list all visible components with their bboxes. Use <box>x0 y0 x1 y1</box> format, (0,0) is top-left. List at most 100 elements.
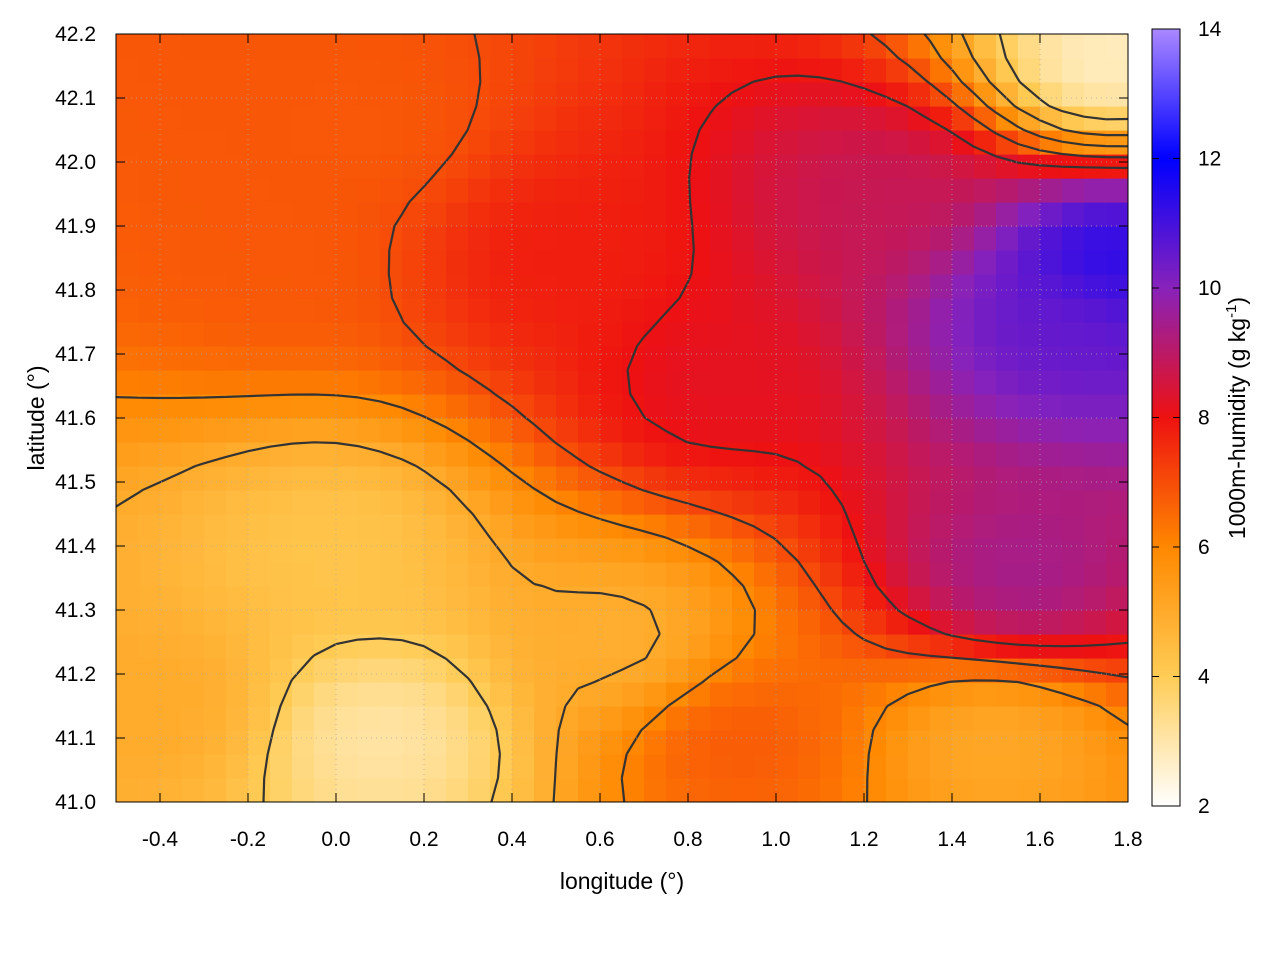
heatmap-cell <box>820 706 843 731</box>
heatmap-cell <box>556 202 579 227</box>
heatmap-cell <box>732 34 755 59</box>
heatmap-cell <box>996 634 1019 659</box>
heatmap-cell <box>644 538 667 563</box>
heatmap-cell <box>754 154 777 179</box>
heatmap-cell <box>1018 730 1041 755</box>
heatmap-cell <box>710 346 733 371</box>
heatmap-cell <box>930 730 953 755</box>
heatmap-cell <box>710 490 733 515</box>
heatmap-cell <box>864 346 887 371</box>
heatmap-cell <box>820 634 843 659</box>
heatmap-cell <box>600 778 623 802</box>
heatmap-cell <box>534 514 557 539</box>
heatmap-cell <box>688 682 711 707</box>
heatmap-cell <box>886 706 909 731</box>
heatmap-cell <box>864 586 887 611</box>
heatmap-cell <box>402 154 425 179</box>
heatmap-cell <box>402 34 425 59</box>
heatmap-cell <box>754 34 777 59</box>
heatmap-cell <box>248 58 271 83</box>
heatmap-cell <box>446 778 469 802</box>
heatmap-cell <box>908 322 931 347</box>
heatmap-cell <box>1062 106 1085 131</box>
heatmap-cell <box>292 682 315 707</box>
heatmap-cell <box>490 658 513 683</box>
heatmap-cell <box>336 322 359 347</box>
heatmap-cell <box>688 586 711 611</box>
heatmap-cell <box>468 562 491 587</box>
heatmap-cell <box>292 202 315 227</box>
heatmap-cell <box>116 466 139 491</box>
heatmap-cell <box>798 442 821 467</box>
y-tick-label: 41.8 <box>55 279 96 302</box>
heatmap-cell <box>138 298 161 323</box>
heatmap-cell <box>820 394 843 419</box>
heatmap-cell <box>336 106 359 131</box>
heatmap-cell <box>798 754 821 779</box>
heatmap-cell <box>424 274 447 299</box>
heatmap-cell <box>600 610 623 635</box>
heatmap-cell <box>996 418 1019 443</box>
heatmap-cell <box>754 490 777 515</box>
heatmap-cell <box>138 58 161 83</box>
heatmap-cell <box>358 466 381 491</box>
heatmap-cell <box>292 754 315 779</box>
heatmap-cell <box>754 394 777 419</box>
heatmap-cell <box>160 562 183 587</box>
heatmap-cell <box>182 106 205 131</box>
heatmap-cell <box>930 34 953 59</box>
heatmap-cell <box>358 562 381 587</box>
heatmap-cell <box>314 34 337 59</box>
heatmap-cell <box>952 178 975 203</box>
heatmap-cell <box>512 250 535 275</box>
heatmap-cell <box>446 154 469 179</box>
heatmap-cell <box>732 610 755 635</box>
heatmap-cell <box>930 154 953 179</box>
heatmap-cell <box>138 106 161 131</box>
heatmap-cell <box>204 418 227 443</box>
heatmap-cell <box>600 586 623 611</box>
contour-line <box>387 34 1128 679</box>
heatmap-cell <box>908 106 931 131</box>
heatmap-cell <box>270 682 293 707</box>
heatmap-cell <box>490 418 513 443</box>
heatmap-cell <box>380 562 403 587</box>
colorbar-tick-label: 12 <box>1198 148 1221 171</box>
heatmap-cell <box>556 658 579 683</box>
heatmap-cell <box>688 490 711 515</box>
heatmap-cell <box>556 34 579 59</box>
heatmap-cell <box>226 106 249 131</box>
heatmap-cell <box>1040 322 1063 347</box>
heatmap-cell <box>1062 34 1085 59</box>
heatmap-cell <box>666 226 689 251</box>
heatmap-cell <box>424 106 447 131</box>
heatmap-cell <box>1084 58 1107 83</box>
heatmap-cell <box>358 106 381 131</box>
heatmap-cell <box>820 730 843 755</box>
heatmap-cell <box>556 106 579 131</box>
heatmap-cell <box>226 298 249 323</box>
heatmap-cell <box>402 490 425 515</box>
heatmap-cell <box>270 730 293 755</box>
heatmap-cell <box>886 754 909 779</box>
heatmap-cell <box>732 226 755 251</box>
heatmap-cell <box>182 586 205 611</box>
heatmap-cell <box>204 682 227 707</box>
heatmap-cell <box>754 298 777 323</box>
heatmap-cell <box>534 274 557 299</box>
heatmap-cell <box>204 34 227 59</box>
heatmap-cell <box>226 226 249 251</box>
heatmap-cell <box>732 562 755 587</box>
heatmap-cell <box>358 130 381 155</box>
heatmap-cell <box>710 178 733 203</box>
heatmap-cell <box>138 34 161 59</box>
heatmap-cell <box>732 250 755 275</box>
heatmap-cell <box>402 562 425 587</box>
heatmap-cell <box>622 178 645 203</box>
heatmap-cell <box>908 178 931 203</box>
heatmap-cell <box>446 178 469 203</box>
heatmap-cell <box>930 106 953 131</box>
heatmap-cell <box>380 706 403 731</box>
heatmap-cell <box>798 346 821 371</box>
heatmap-cell <box>644 58 667 83</box>
